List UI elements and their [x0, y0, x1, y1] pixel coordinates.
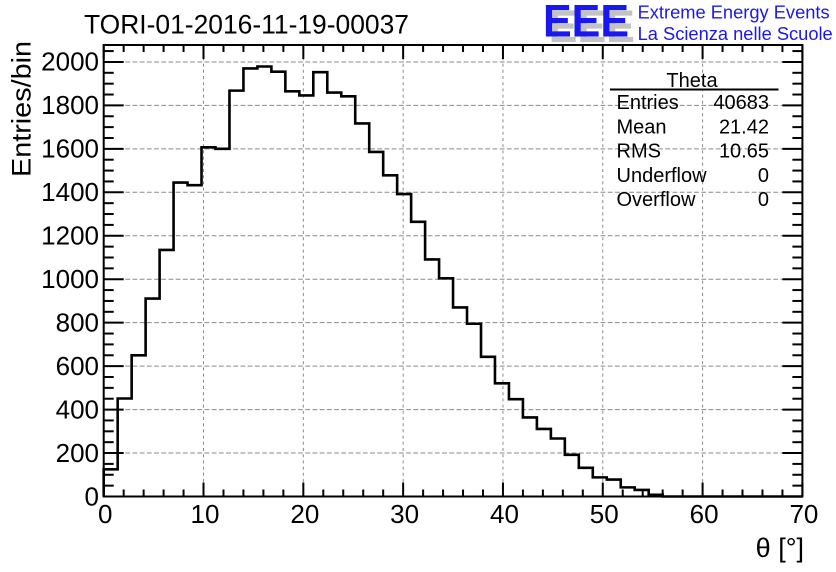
svg-text:0: 0 [85, 481, 99, 511]
svg-text:Mean: Mean [617, 116, 667, 138]
svg-text:RMS: RMS [617, 141, 661, 163]
svg-text:La Scienza nelle Scuole: La Scienza nelle Scuole [638, 23, 833, 44]
svg-text:0: 0 [758, 165, 769, 187]
svg-text:1600: 1600 [41, 134, 99, 164]
svg-text:0: 0 [98, 499, 112, 529]
svg-text:70: 70 [789, 499, 818, 529]
svg-text:1800: 1800 [41, 90, 99, 120]
svg-text:EEE: EEE [549, 1, 635, 52]
svg-text:50: 50 [590, 499, 619, 529]
svg-text:EEE: EEE [543, 0, 629, 46]
svg-text:θ [°]: θ [°] [756, 533, 804, 563]
svg-text:Extreme Energy Events: Extreme Energy Events [638, 1, 830, 22]
svg-text:20: 20 [290, 499, 319, 529]
svg-text:30: 30 [390, 499, 419, 529]
svg-text:2000: 2000 [41, 47, 99, 77]
svg-text:Theta: Theta [666, 70, 718, 92]
svg-text:Entries/bin: Entries/bin [7, 41, 37, 177]
svg-text:10.65: 10.65 [719, 141, 769, 163]
svg-text:Underflow: Underflow [617, 165, 708, 187]
svg-text:TORI-01-2016-11-19-00037: TORI-01-2016-11-19-00037 [84, 10, 409, 40]
svg-text:40: 40 [490, 499, 519, 529]
svg-text:200: 200 [56, 438, 99, 468]
svg-text:1200: 1200 [41, 221, 99, 251]
svg-text:0: 0 [758, 189, 769, 211]
svg-text:400: 400 [56, 394, 99, 424]
svg-text:Entries: Entries [617, 92, 679, 114]
svg-text:Overflow: Overflow [617, 189, 696, 211]
svg-text:10: 10 [191, 499, 220, 529]
svg-text:800: 800 [56, 307, 99, 337]
svg-text:60: 60 [690, 499, 719, 529]
svg-text:21.42: 21.42 [719, 116, 769, 138]
svg-text:600: 600 [56, 351, 99, 381]
svg-text:1400: 1400 [41, 177, 99, 207]
svg-text:1000: 1000 [41, 264, 99, 294]
svg-text:40683: 40683 [713, 92, 769, 114]
